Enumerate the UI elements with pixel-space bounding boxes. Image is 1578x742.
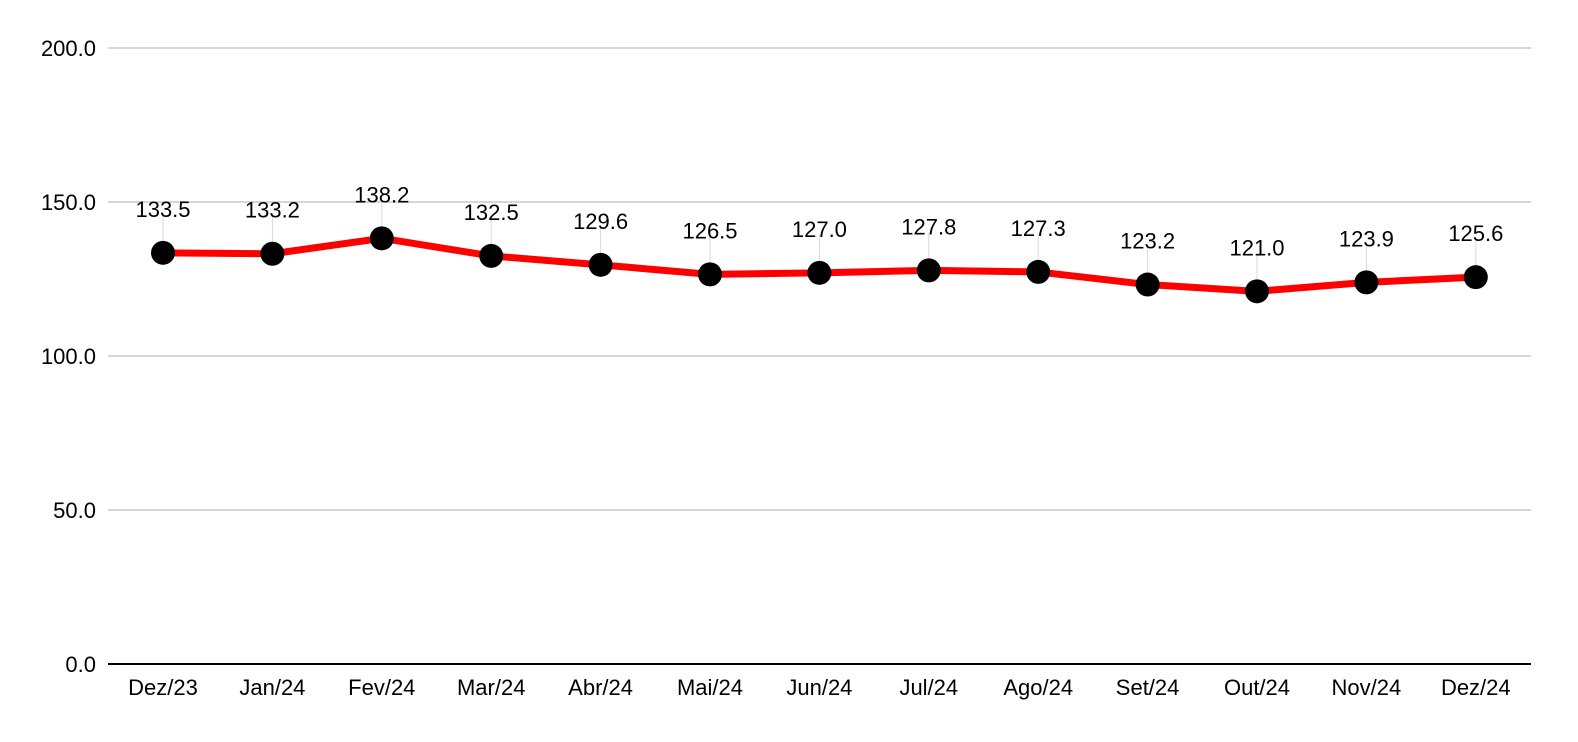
data-label: 126.5 <box>682 218 737 243</box>
x-tick-label: Mar/24 <box>457 675 525 700</box>
y-tick-label: 0.0 <box>65 652 96 677</box>
data-labels: 133.5 133.2 138.2 132.5 129.6 126.5 127.0 127.8… <box>135 182 1503 260</box>
x-tick-label: Out/24 <box>1224 675 1290 700</box>
data-label: 127.8 <box>901 214 956 239</box>
data-label: 123.9 <box>1339 226 1394 251</box>
data-point <box>698 262 722 287</box>
data-point-markers <box>151 226 1488 304</box>
data-point <box>1354 270 1379 295</box>
data-label: 132.5 <box>464 200 519 225</box>
x-tick-label: Abr/24 <box>568 675 633 700</box>
x-tick-label: Nov/24 <box>1332 675 1402 700</box>
data-point <box>916 258 941 283</box>
data-point <box>260 241 285 266</box>
x-tick-label: Ago/24 <box>1003 675 1073 700</box>
x-axis-tick-labels: Dez/23 Jan/24 Fev/24 Mar/24 Abr/24 Mai/24 Jun/… <box>128 675 1511 700</box>
data-point <box>369 226 394 251</box>
data-label: 127.0 <box>792 217 847 242</box>
data-label: 125.6 <box>1448 221 1503 246</box>
y-axis-tick-labels: 0.0 50.0 100.0 150.0 200.0 <box>41 36 96 677</box>
data-label: 123.2 <box>1120 229 1175 254</box>
y-tick-label: 200.0 <box>41 36 96 61</box>
x-tick-label: Fev/24 <box>348 675 415 700</box>
data-point <box>1463 265 1488 290</box>
data-point <box>479 243 504 268</box>
data-point <box>588 252 613 277</box>
x-tick-label: Jun/24 <box>786 675 852 700</box>
y-tick-label: 150.0 <box>41 190 96 215</box>
gridlines <box>108 47 1531 511</box>
data-label-leaders <box>162 200 1477 280</box>
x-tick-label: Jan/24 <box>239 675 305 700</box>
x-tick-label: Dez/23 <box>128 675 198 700</box>
data-label: 121.0 <box>1229 235 1284 260</box>
data-point <box>807 260 832 285</box>
x-tick-label: Dez/24 <box>1441 675 1511 700</box>
data-label: 127.3 <box>1011 216 1066 241</box>
y-tick-label: 50.0 <box>53 498 96 523</box>
data-label: 133.5 <box>135 197 190 222</box>
x-tick-label: Set/24 <box>1116 675 1180 700</box>
y-tick-label: 100.0 <box>41 344 96 369</box>
data-point <box>1135 272 1160 297</box>
data-label: 129.6 <box>573 209 628 234</box>
data-point <box>151 240 175 265</box>
data-point <box>1026 259 1051 284</box>
data-point <box>1245 279 1269 304</box>
data-label: 138.2 <box>354 182 409 207</box>
x-tick-label: Mai/24 <box>677 675 743 700</box>
data-label: 133.2 <box>245 198 300 223</box>
x-tick-label: Jul/24 <box>899 675 958 700</box>
